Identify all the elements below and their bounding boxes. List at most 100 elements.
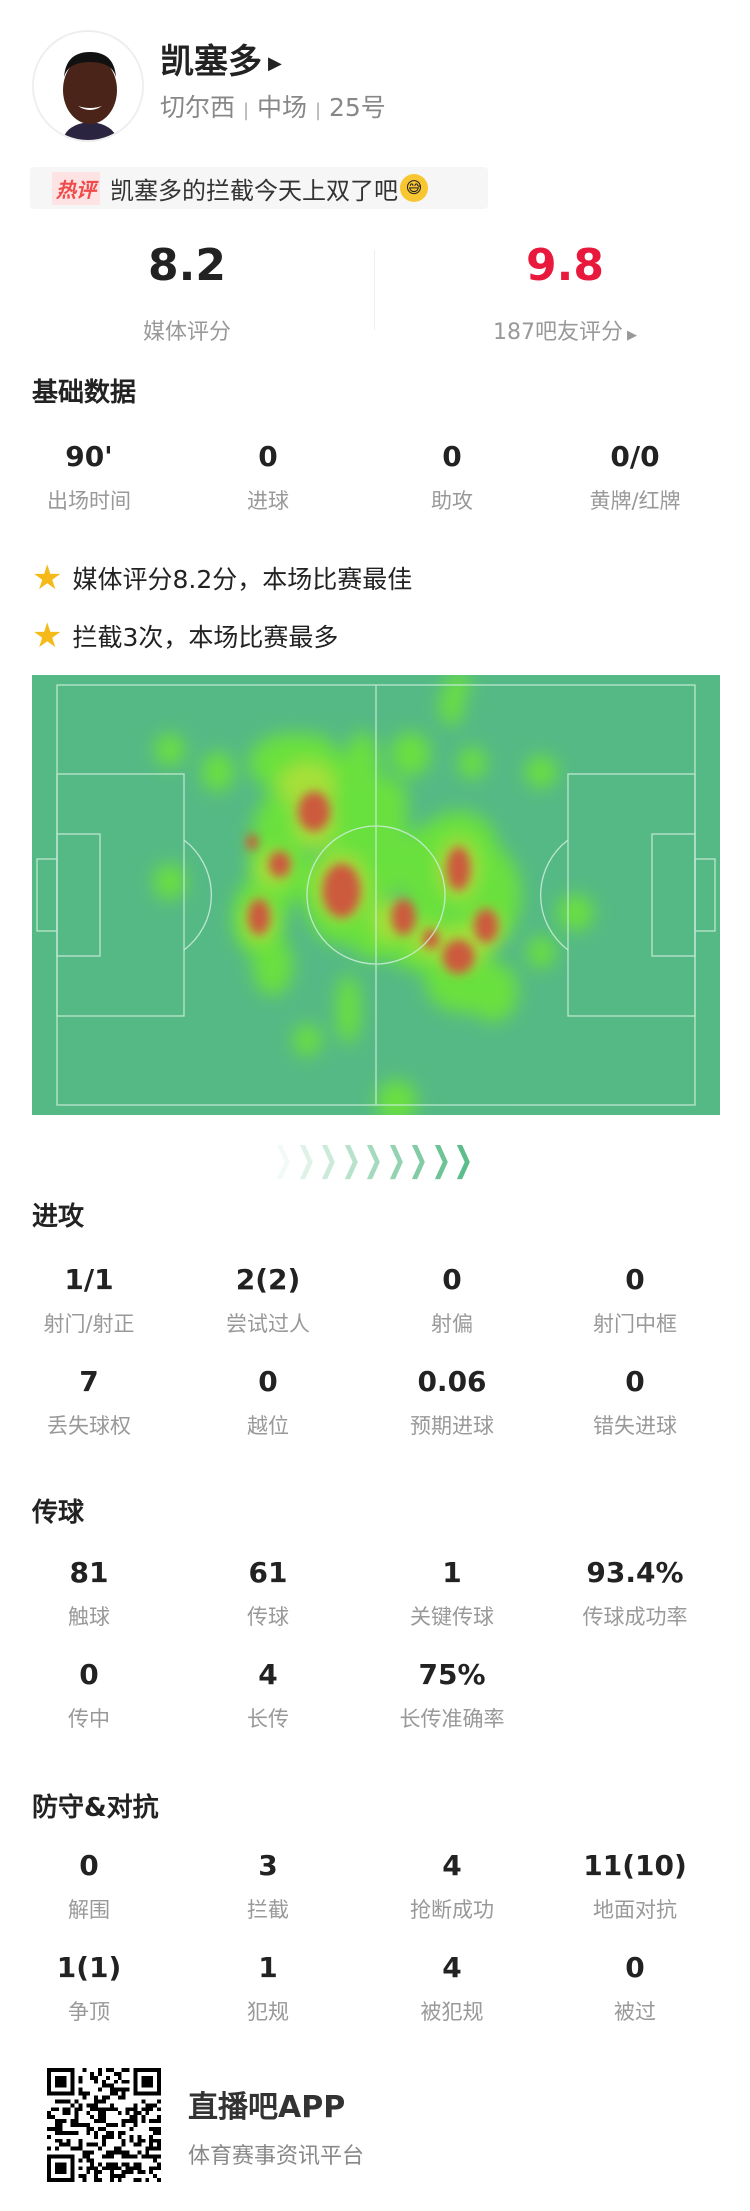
stat-value: 0 (625, 1263, 645, 1296)
heat-zone (439, 685, 464, 726)
stat-label: 丢失球权 (47, 1414, 131, 1438)
heat-zone-high (268, 851, 291, 878)
stat-label: 拦截 (247, 1898, 289, 1922)
fan-rating-link[interactable]: 187吧友评分 ▶ (493, 320, 637, 345)
grinning-sweat-emoji-icon: 😅 (400, 174, 428, 202)
stat-attack: 7 丢失球权 (0, 1365, 179, 1440)
stat-label: 犯规 (247, 2000, 289, 2024)
stat-passing: 4 长传 (178, 1658, 358, 1733)
stat-defense: 3 拦截 (178, 1849, 358, 1924)
stat-value: 0.06 (417, 1365, 487, 1398)
heat-zone (458, 747, 487, 779)
heat-zone (371, 777, 408, 837)
stat-label: 解围 (68, 1898, 110, 1922)
stat-basic: 90' 出场时间 (0, 440, 179, 515)
stat-label: 传球成功率 (582, 1605, 688, 1629)
stat-attack: 0 越位 (178, 1365, 358, 1440)
heat-zone (446, 671, 471, 696)
heat-zone (153, 863, 186, 900)
stat-label: 触球 (68, 1605, 110, 1629)
chevron-right-icon: ❯ (295, 1140, 316, 1180)
stat-label: 射偏 (431, 1312, 473, 1336)
heat-zone-high (246, 834, 259, 851)
heat-zone (467, 961, 518, 1022)
heat-zone (344, 731, 381, 812)
app-tagline: 体育赛事资讯平台 (188, 2144, 365, 2169)
stat-label: 长传 (247, 1707, 289, 1731)
stat-defense: 11(10) 地面对抗 (545, 1849, 725, 1924)
player-info: 切尔西 | 中场 | 25号 (160, 93, 386, 122)
stat-basic: 0/0 黄牌/红牌 (545, 440, 725, 515)
stat-label: 争顶 (68, 2000, 110, 2024)
stat-defense: 1(1) 争顶 (0, 1951, 179, 2026)
stat-label: 传球 (247, 1605, 289, 1629)
stat-label: 进球 (247, 489, 289, 513)
hot-comment-text: 凯塞多的拦截今天上双了吧 (110, 176, 398, 205)
stat-value: 3 (258, 1849, 278, 1882)
stat-label: 黄牌/红牌 (589, 489, 681, 513)
player-name[interactable]: 凯塞多 ▶ (160, 42, 282, 82)
heat-zone (557, 894, 594, 931)
heat-zone (376, 1079, 417, 1124)
stat-defense: 4 抢断成功 (362, 1849, 542, 1924)
chevron-right-icon: ❯ (340, 1140, 361, 1180)
stat-label: 出场时间 (47, 489, 131, 513)
stat-value: 0 (258, 1365, 278, 1398)
section-title-basic: 基础数据 (32, 378, 137, 408)
stat-attack: 0 射偏 (362, 1263, 542, 1338)
heat-zone (154, 733, 185, 766)
heat-zone (293, 1024, 322, 1057)
heat-zone (201, 751, 234, 792)
heat-zone-high (298, 791, 331, 832)
stat-value: 2(2) (235, 1263, 301, 1296)
media-rating: 8.2 (148, 240, 226, 291)
stat-label: 地面对抗 (593, 1898, 677, 1922)
stat-label: 射门/射正 (43, 1312, 135, 1336)
hot-comment[interactable]: 热评 凯塞多的拦截今天上双了吧 😅 (30, 167, 488, 209)
stat-value: 1(1) (56, 1951, 122, 1984)
highlight-most-interceptions: ★ 拦截3次，本场比赛最多 (32, 616, 339, 656)
heat-zone (527, 936, 556, 969)
stat-label: 关键传球 (410, 1605, 494, 1629)
pitch-lines (36, 684, 716, 1106)
stat-label: 助攻 (431, 489, 473, 513)
stat-attack: 1/1 射门/射正 (0, 1263, 179, 1338)
heat-zone (390, 732, 431, 777)
heat-zone-high (322, 863, 361, 918)
heat-zone (252, 935, 293, 996)
stat-defense: 0 被过 (545, 1951, 725, 2026)
app-name: 直播吧APP (188, 2090, 346, 2125)
caret-right-icon: ▶ (627, 328, 637, 343)
heat-zone-high (474, 908, 499, 943)
stat-label: 抢断成功 (410, 1898, 494, 1922)
stat-passing: 81 触球 (0, 1556, 179, 1631)
stat-value: 11(10) (583, 1849, 687, 1882)
player-photo (34, 32, 142, 140)
stat-passing: 1 关键传球 (362, 1556, 542, 1631)
stat-attack: 0 射门中框 (545, 1263, 725, 1338)
stat-value: 7 (79, 1365, 99, 1398)
stat-label: 长传准确率 (399, 1707, 505, 1731)
stat-label: 传中 (68, 1707, 110, 1731)
stat-value: 0 (79, 1849, 99, 1882)
chevron-right-icon: ❯ (363, 1140, 384, 1180)
stat-value: 81 (69, 1556, 109, 1589)
player-avatar[interactable] (32, 30, 144, 142)
caret-right-icon: ▶ (268, 53, 282, 74)
stat-value: 0 (442, 440, 462, 473)
stat-label: 射门中框 (593, 1312, 677, 1336)
heatmap (32, 671, 720, 1124)
stat-value: 0 (79, 1658, 99, 1691)
stat-value: 0 (625, 1951, 645, 1984)
stat-attack: 0 错失进球 (545, 1365, 725, 1440)
heat-zone (336, 974, 361, 1045)
stat-passing: 0 传中 (0, 1658, 179, 1733)
star-icon: ★ (32, 616, 63, 656)
heat-zone-high (248, 899, 271, 935)
stat-label: 越位 (247, 1414, 289, 1438)
heat-zone-high (423, 929, 440, 949)
media-rating-label: 媒体评分 (142, 320, 231, 345)
stat-value: 75% (418, 1658, 486, 1691)
stat-basic: 0 助攻 (362, 440, 542, 515)
stat-label: 预期进球 (410, 1414, 494, 1438)
